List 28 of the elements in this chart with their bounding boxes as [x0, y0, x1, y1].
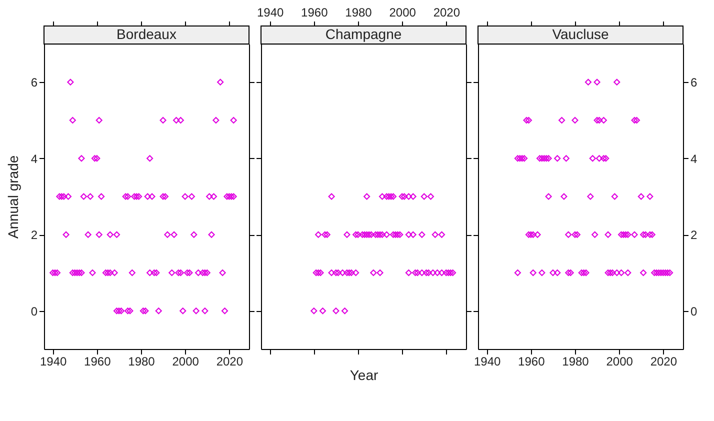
x-tick-label: 1960: [301, 6, 328, 20]
y-tick-label: 6: [30, 76, 38, 90]
x-tick-label: 1960: [84, 354, 112, 368]
y2-tick-label: 4: [690, 152, 698, 166]
x-tick-label: 1960: [518, 354, 546, 368]
y-axis-title: Annual grade: [4, 155, 21, 239]
x-tick-label: 2000: [172, 354, 200, 368]
x-tick-label: 1940: [256, 6, 284, 20]
y-tick-label: 0: [30, 304, 38, 318]
x-axis-title: Year: [350, 367, 378, 383]
x-tick-label: 1940: [40, 354, 67, 368]
x-tick-label: 1980: [345, 6, 372, 20]
y2-tick-label: 6: [690, 76, 698, 90]
x-tick-label: 1980: [128, 354, 156, 368]
x-tick-label: 2020: [433, 6, 460, 20]
x-tick-label: 1940: [474, 354, 501, 368]
y2-tick-label: 2: [690, 228, 698, 242]
chart-title: Vaucluse: [552, 26, 609, 42]
x-tick-label: 2020: [650, 354, 678, 368]
x-tick-label: 2000: [389, 6, 416, 20]
x-tick-label: 2000: [606, 354, 634, 368]
x-tick-label: 1980: [562, 354, 590, 368]
y-tick-label: 4: [30, 152, 38, 166]
y2-tick-label: 0: [690, 304, 698, 318]
y-tick-label: 2: [30, 228, 38, 242]
chart-title: Bordeaux: [116, 26, 176, 42]
x-tick-label: 2020: [216, 354, 244, 368]
chart-title: Champagne: [325, 26, 402, 42]
